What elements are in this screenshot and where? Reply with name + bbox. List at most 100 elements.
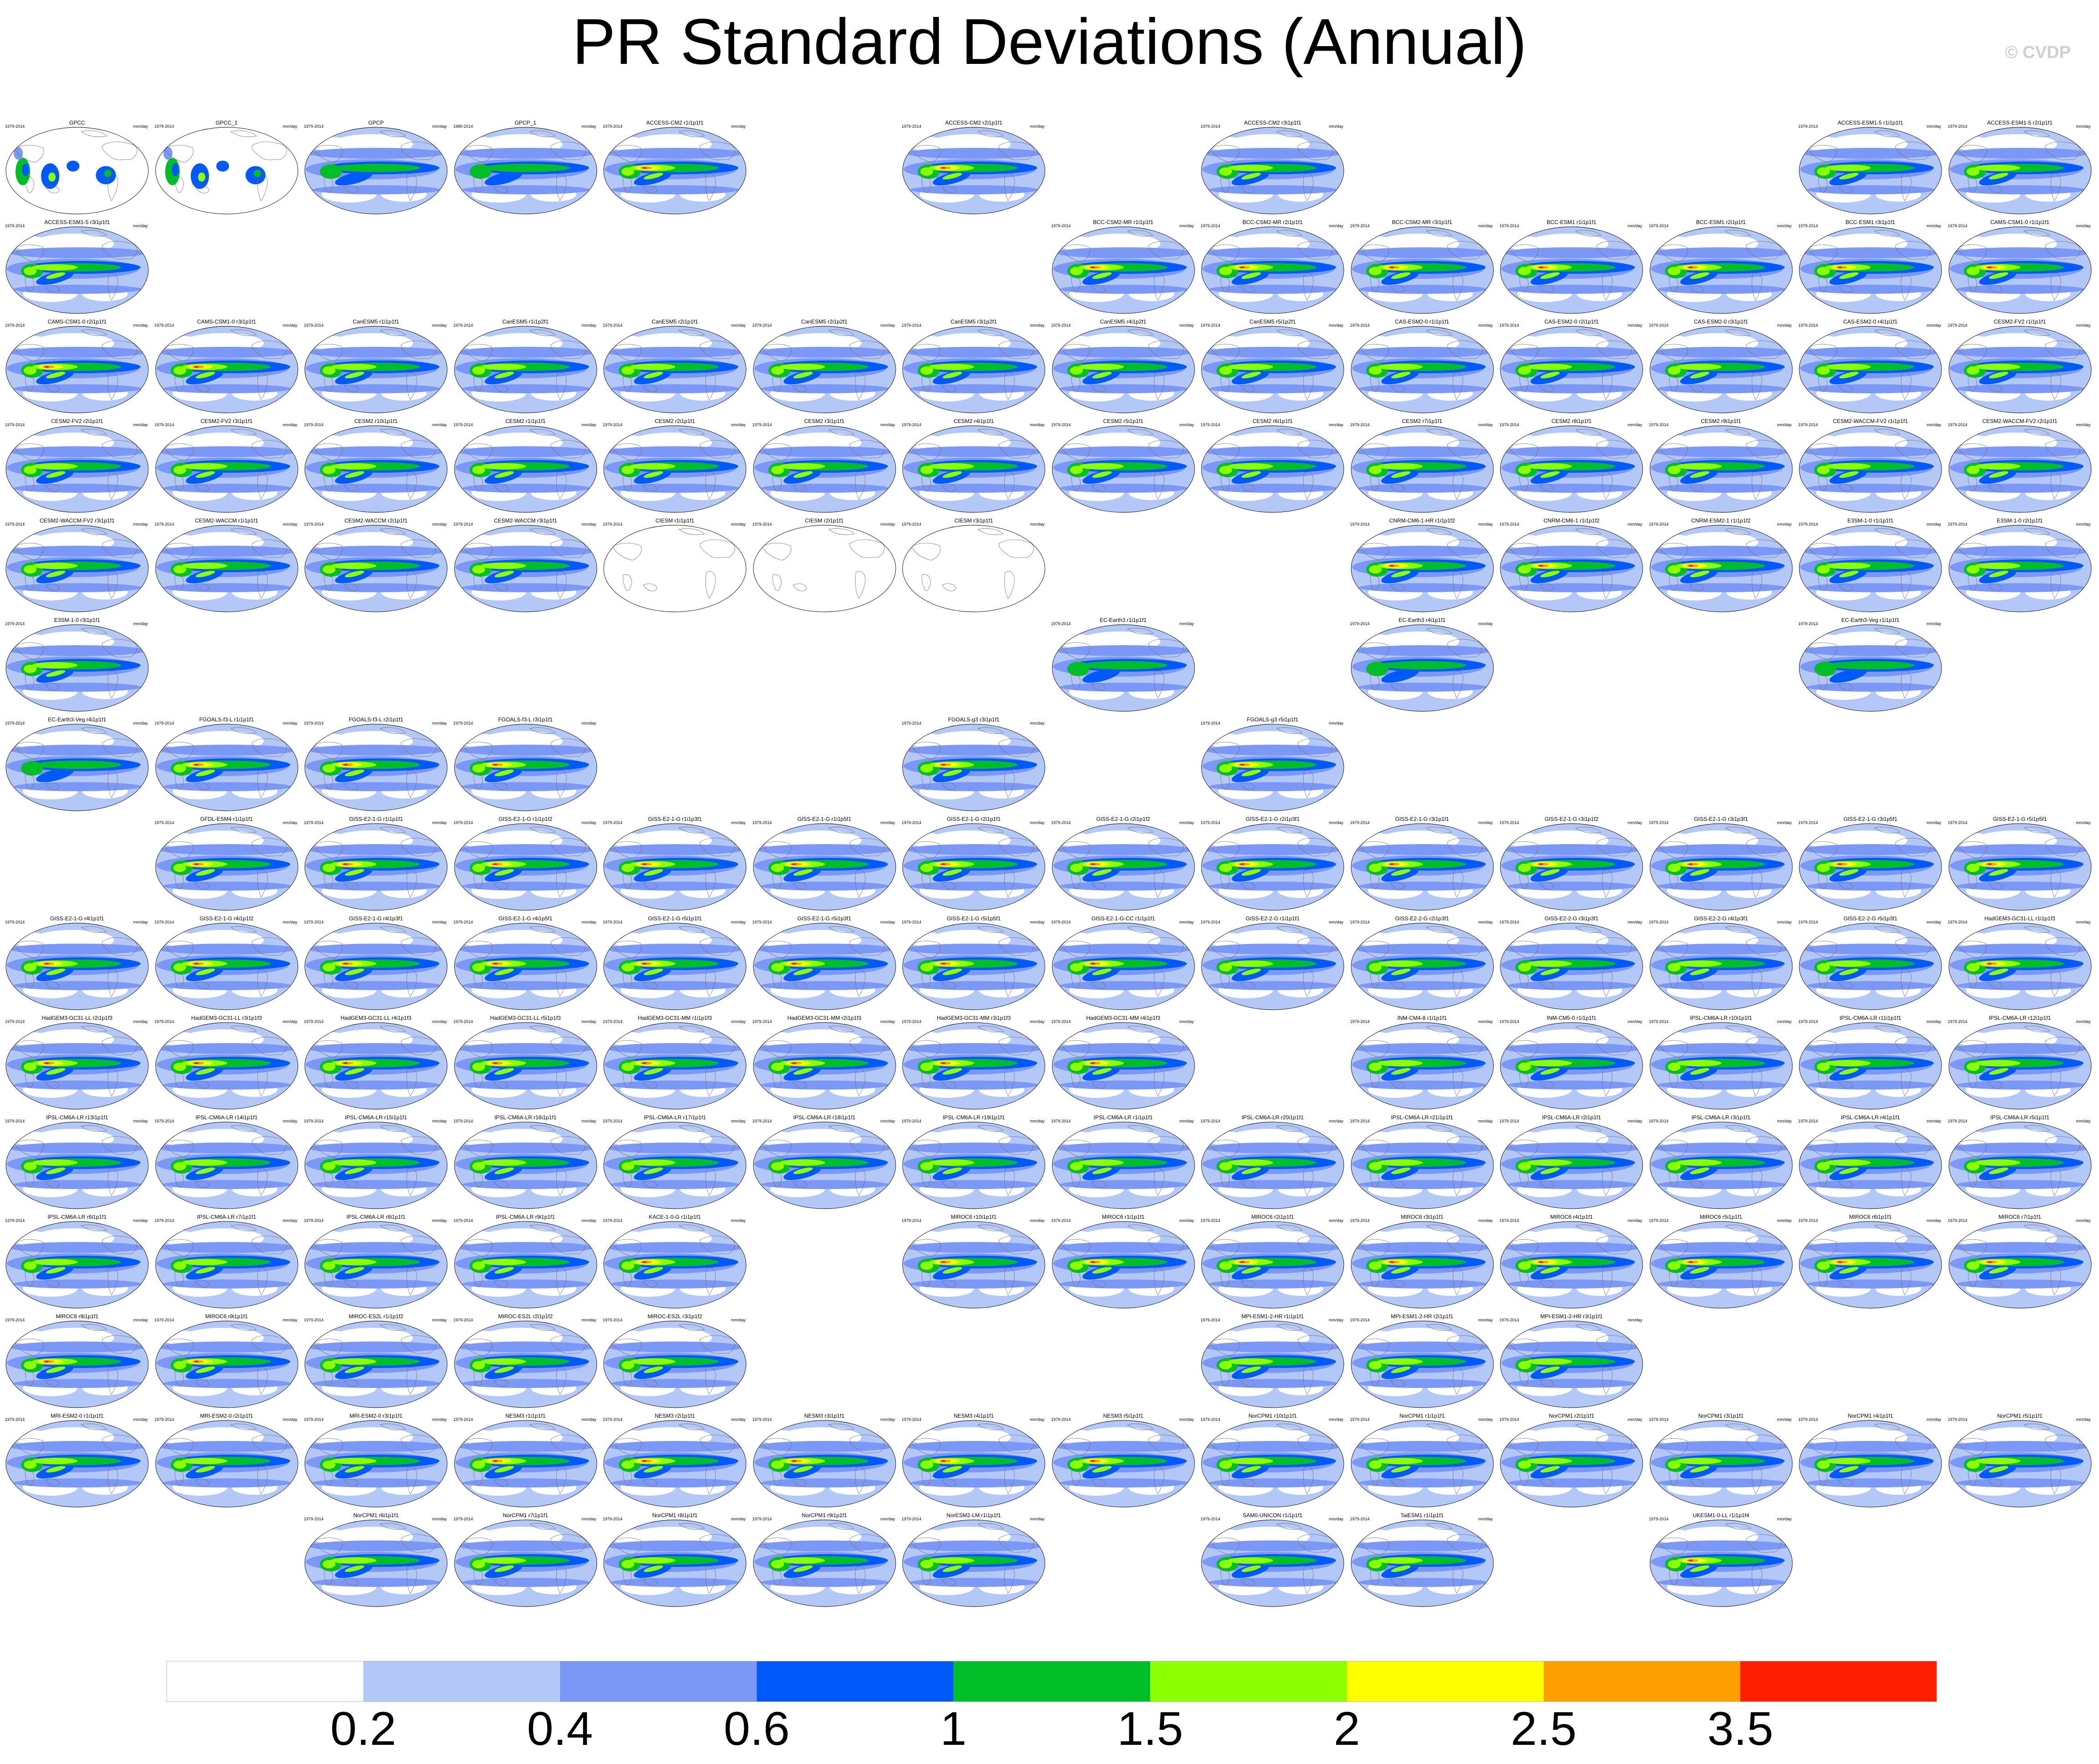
panel-map (1500, 525, 1643, 612)
panel-units: mm/day (1627, 820, 1642, 825)
panel-units: mm/day (1478, 1119, 1493, 1123)
panel-map (1500, 1122, 1643, 1209)
panel-years: 1979-2014 (1051, 920, 1071, 924)
map-panel: KACE-1-0-G r1i1p1f1 1979-2014 mm/day (602, 1214, 747, 1310)
map-panel: GISS-E2-1-G r1i1p1f2 1979-2014 mm/day (453, 816, 598, 913)
panel-units: mm/day (581, 124, 596, 129)
panel-units: mm/day (282, 124, 298, 129)
panel-years: 1979-2014 (902, 323, 922, 328)
panel-map (5, 624, 149, 712)
panel-title: EC-Earth3 r1i1p1f1 (1100, 617, 1147, 623)
map-panel: NorCPM1 r2i1p1f1 1979-2014 mm/day (1499, 1413, 1644, 1509)
panel-map (454, 1221, 597, 1309)
panel-units: mm/day (1627, 1318, 1642, 1322)
panel-title: FGOALS-f3-L r1i1p1f1 (199, 716, 254, 723)
panel-units: mm/day (2076, 1019, 2091, 1024)
panel-title: IPSL-CM6A-LR r17i1p1f1 (643, 1114, 706, 1121)
panel-years: 1979-2014 (1948, 1218, 1968, 1223)
panel-years: 1979-2014 (1649, 820, 1669, 825)
map-panel: IPSL-CM6A-LR r17i1p1f1 1979-2014 mm/day (602, 1114, 747, 1211)
panel-title: SAM0-UNICON r1i1p1f1 (1243, 1512, 1303, 1519)
map-panel: MPI-ESM1-2-HR r1i1p1f1 1979-2014 mm/day (1200, 1313, 1345, 1410)
panel-units: mm/day (133, 920, 148, 924)
panel-map (1351, 326, 1493, 413)
panel-units: mm/day (1328, 423, 1343, 427)
panel-map (1799, 1221, 1942, 1309)
panel-map (155, 425, 298, 513)
panel-years: 1979-2014 (603, 920, 623, 924)
panel-map (753, 1122, 896, 1209)
panel-map (1799, 525, 1942, 612)
map-panel: IPSL-CM6A-LR r5i1p1f1 1979-2014 mm/day (1948, 1114, 2093, 1211)
map-panel: MIROC6 r10i1p1f1 1979-2014 mm/day (901, 1214, 1046, 1310)
map-panel: MPI-ESM1-2-HR r3i1p1f1 1979-2014 mm/day (1499, 1313, 1644, 1410)
panel-units: mm/day (282, 1318, 298, 1322)
map-panel: NESM3 r3i1p1f1 1979-2014 mm/day (752, 1413, 897, 1509)
panel-map (753, 525, 896, 612)
map-panel: GISS-E2-1-G r4i1p1f2 1979-2014 mm/day (154, 915, 299, 1012)
panel-units: mm/day (880, 423, 895, 427)
panel-years: 1979-2014 (902, 820, 922, 825)
panel-units: mm/day (1328, 124, 1343, 129)
panel-map (155, 1221, 298, 1309)
panel-years: 1979-2014 (304, 1218, 324, 1223)
panel-title: ACCESS-CM2 r2i1p1f1 (945, 120, 1003, 126)
map-panel: IPSL-CM6A-LR r21i1p1f1 1979-2014 mm/day (1350, 1114, 1495, 1211)
map-panel: IPSL-CM6A-LR r2i1p1f1 1979-2014 mm/day (1499, 1114, 1644, 1211)
panel-years: 1979-2014 (5, 423, 25, 427)
panel-map (1799, 1122, 1942, 1209)
panel-title: CAS-ESM2-0 r3i1p1f1 (1694, 318, 1748, 325)
panel-units: mm/day (581, 522, 596, 527)
colorbar-swatch (1543, 1661, 1740, 1702)
map-panel: GISS-E2-1-G r4i1p3f1 1979-2014 mm/day (303, 915, 449, 1012)
panel-map (454, 724, 597, 811)
panel-units: mm/day (2076, 920, 2091, 924)
panel-years: 1979-2014 (154, 522, 174, 527)
panel-map (1052, 1122, 1195, 1209)
panel-years: 1979-2014 (1201, 323, 1221, 328)
map-panel: MIROC6 r9i1p1f1 1979-2014 mm/day (154, 1313, 299, 1410)
map-panel: CESM2-WACCM-FV2 r2i1p1f1 1979-2014 mm/day (1948, 418, 2093, 515)
panel-units: mm/day (880, 1119, 895, 1123)
panel-units: mm/day (1926, 522, 1941, 527)
map-panel: ACCESS-CM2 r2i1p1f1 1979-2014 mm/day (901, 120, 1046, 216)
panel-units: mm/day (1328, 1318, 1343, 1322)
panel-title: MIROC6 r10i1p1f1 (950, 1214, 997, 1220)
panel-title: E3SM-1-0 r3i1p1f1 (54, 617, 100, 623)
panel-map (5, 326, 149, 413)
map-panel: UKESM1-0-LL r1i1p1f4 1979-2014 mm/day (1649, 1512, 1794, 1609)
map-panel: CanESM5 r3i1p2f1 1979-2014 mm/day (901, 318, 1046, 415)
map-panel: HadGEM3-GC31-MM r3i1p1f3 1979-2014 mm/day (901, 1015, 1046, 1112)
panel-units: mm/day (581, 1417, 596, 1422)
panel-units: mm/day (1478, 1318, 1493, 1322)
map-panel: BCC-ESM1 r3i1p1f1 1979-2014 mm/day (1798, 219, 1943, 316)
panel-years: 1979-2014 (453, 820, 473, 825)
panel-years: 1979-2014 (453, 920, 473, 924)
panel-units: mm/day (133, 224, 148, 228)
map-panel: GISS-E2-1-G r2i1p1f2 1979-2014 mm/day (1051, 816, 1196, 913)
panel-map (454, 923, 597, 1010)
panel-title: EC-Earth3-Veg r1i1p1f1 (1841, 617, 1900, 623)
panel-title: GISS-E2-1-G r4i1p1f1 (50, 915, 104, 922)
panel-units: mm/day (1179, 1119, 1194, 1123)
panel-title: CanESM5 r3i1p2f1 (950, 318, 997, 325)
panel-map (902, 724, 1045, 811)
panel-years: 1979-2014 (1350, 621, 1370, 626)
panel-map (1351, 525, 1493, 612)
panel-map (1948, 326, 2091, 413)
panel-years: 1979-2014 (5, 1417, 25, 1422)
panel-units: mm/day (731, 1119, 746, 1123)
panel-units: mm/day (1926, 124, 1941, 129)
colorbar-swatch (560, 1661, 757, 1702)
panel-title: CanESM5 r1i1p2f1 (502, 318, 549, 325)
panel-title: GISS-E2-2-G r5i1p3f1 (1843, 915, 1898, 922)
panel-units: mm/day (1478, 820, 1493, 825)
panel-years: 1979-2014 (1798, 1119, 1818, 1123)
panel-years: 1979-2014 (5, 1019, 25, 1024)
map-panel: MPI-ESM1-2-HR r2i1p1f1 1979-2014 mm/day (1350, 1313, 1495, 1410)
map-panel: GISS-E2-2-G r2i1p3f1 1979-2014 mm/day (1350, 915, 1495, 1012)
panel-map (1650, 1420, 1792, 1508)
panel-title: GISS-E2-2-G r4i1p3f1 (1694, 915, 1748, 922)
panel-title: NESM3 r1i1p1f1 (505, 1413, 546, 1419)
panel-title: IPSL-CM6A-LR r1i1p1f1 (1093, 1114, 1153, 1121)
